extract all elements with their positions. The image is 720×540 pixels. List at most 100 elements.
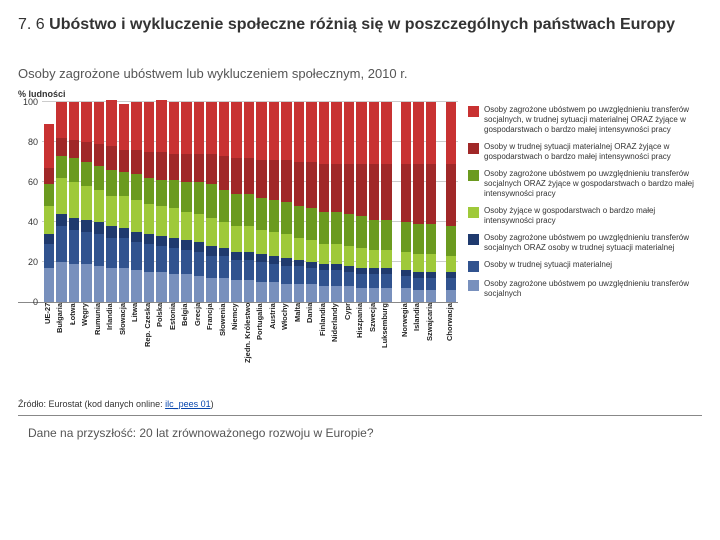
bar-segment xyxy=(156,206,166,236)
bar-segment xyxy=(181,154,191,182)
bar-segment xyxy=(206,218,216,246)
stacked-bar-chart: 020406080100 UE-27BułgariaŁotwaWęgryRumu… xyxy=(18,103,458,409)
bar-segment xyxy=(369,250,379,268)
x-tick-label: Litwa xyxy=(131,303,141,393)
bar-segment xyxy=(131,102,141,150)
bar-segment xyxy=(156,272,166,302)
bar-segment xyxy=(256,262,266,282)
bar-segment xyxy=(269,232,279,256)
bar-segment xyxy=(306,240,316,262)
x-tick-label: Węgry xyxy=(81,303,91,393)
legend-item: Osoby w trudnej sytuacji materialnej xyxy=(468,260,702,272)
legend-item: Osoby w trudnej sytuacji materialnej ORA… xyxy=(468,142,702,162)
bar-segment xyxy=(413,102,423,164)
bar-segment xyxy=(144,152,154,178)
bar-segment xyxy=(369,274,379,288)
bar-segment xyxy=(244,252,254,260)
bar-segment xyxy=(294,284,304,302)
legend-swatch xyxy=(468,234,479,245)
bar-segment xyxy=(94,222,104,234)
bar-column xyxy=(194,102,204,302)
bar-segment xyxy=(426,278,436,290)
bar-segment xyxy=(219,156,229,190)
bar-segment xyxy=(369,220,379,250)
bar-segment xyxy=(81,232,91,264)
bar-segment xyxy=(219,256,229,278)
bar-segment xyxy=(181,274,191,302)
bar-column xyxy=(401,102,411,302)
y-tick: 60 xyxy=(28,177,38,187)
x-tick-label: Dania xyxy=(306,303,316,393)
bar-segment xyxy=(281,202,291,234)
bar-segment xyxy=(69,264,79,302)
bar-column xyxy=(81,102,91,302)
bar-segment xyxy=(219,222,229,248)
bar-column xyxy=(244,102,254,302)
x-tick-label: Włochy xyxy=(281,303,291,393)
bar-segment xyxy=(144,204,154,234)
bar-segment xyxy=(144,272,154,302)
bar-segment xyxy=(169,208,179,238)
bar-segment xyxy=(94,234,104,266)
bar-segment xyxy=(81,186,91,220)
bar-segment xyxy=(69,230,79,264)
bar-segment xyxy=(231,260,241,280)
bar-segment xyxy=(219,190,229,222)
bar-segment xyxy=(401,102,411,164)
x-tick-label: Luksemburg xyxy=(381,303,391,393)
legend: Osoby zagrożone ubóstwem po uwzględnieni… xyxy=(468,103,702,306)
bar-segment xyxy=(294,206,304,238)
bar-segment xyxy=(194,214,204,242)
source-link[interactable]: ilc_pees 01 xyxy=(165,399,211,409)
bar-segment xyxy=(231,158,241,194)
bar-segment xyxy=(426,224,436,254)
bar-segment xyxy=(256,102,266,160)
bar-segment xyxy=(56,102,66,138)
bar-segment xyxy=(244,102,254,158)
bar-column xyxy=(256,102,266,302)
bar-segment xyxy=(281,284,291,302)
x-tick-label: Chorwacja xyxy=(446,303,456,393)
x-tick-label: Islandia xyxy=(413,303,423,393)
x-tick-label: Belgia xyxy=(181,303,191,393)
bar-column xyxy=(446,102,456,302)
bar-segment xyxy=(244,226,254,252)
bar-segment xyxy=(131,242,141,270)
bar-segment xyxy=(356,102,366,164)
bar-segment xyxy=(169,248,179,274)
legend-label: Osoby w trudnej sytuacji materialnej ORA… xyxy=(484,142,702,162)
x-tick-label: Niderlandy xyxy=(331,303,341,393)
bar-segment xyxy=(269,160,279,200)
bar-segment xyxy=(413,278,423,290)
bar-column xyxy=(369,102,379,302)
y-axis-label: % ludności xyxy=(18,89,702,99)
bar-segment xyxy=(319,164,329,212)
x-tick-label: UE-27 xyxy=(44,303,54,393)
bar-segment xyxy=(244,280,254,302)
bar-segment xyxy=(144,234,154,244)
bar-segment xyxy=(156,180,166,206)
bar-segment xyxy=(269,264,279,282)
bar-segment xyxy=(81,220,91,232)
bar-segment xyxy=(319,270,329,286)
bar-segment xyxy=(119,228,129,238)
bar-segment xyxy=(206,154,216,184)
bar-segment xyxy=(306,208,316,240)
bar-column xyxy=(319,102,329,302)
bar-segment xyxy=(181,182,191,212)
bar-segment xyxy=(69,182,79,218)
bar-column xyxy=(306,102,316,302)
bar-segment xyxy=(69,218,79,230)
bar-segment xyxy=(446,226,456,256)
bar-segment xyxy=(181,240,191,250)
legend-item: Osoby zagrożone ubóstwem po uwzględnieni… xyxy=(468,233,702,253)
bar-segment xyxy=(106,226,116,238)
bar-segment xyxy=(344,286,354,302)
x-tick-label: Rep. Czeska xyxy=(144,303,154,393)
bar-segment xyxy=(231,280,241,302)
legend-swatch xyxy=(468,170,479,181)
bar-segment xyxy=(94,144,104,166)
source-suffix: ) xyxy=(211,399,214,409)
bar-column xyxy=(331,102,341,302)
bar-segment xyxy=(306,162,316,208)
